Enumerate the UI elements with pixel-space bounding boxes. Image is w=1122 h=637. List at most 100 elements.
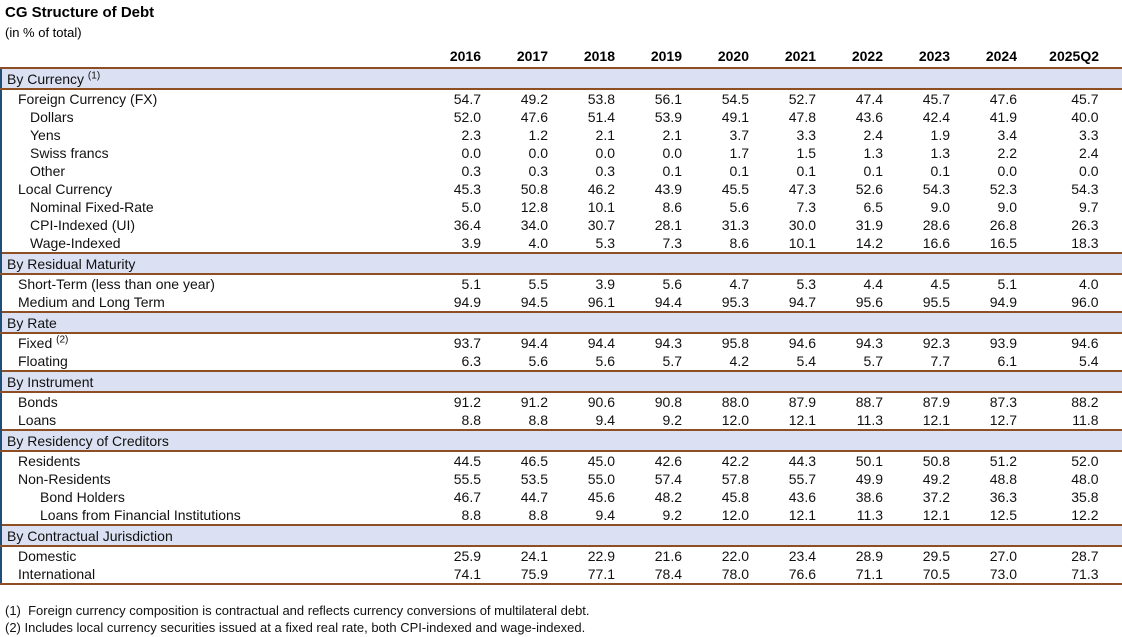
value-cell: 42.6 [654,453,682,469]
value-cell: 26.8 [989,217,1017,233]
value-cell: 26.3 [1022,216,1122,234]
value-cell: 14.2 [855,235,883,251]
value-cell: 24.1 [520,548,548,564]
row-label-text: Yens [30,127,61,143]
corner-cell [1,42,419,68]
page-title: CG Structure of Debt [5,4,155,21]
table-row: Fixed (2) 93.7 94.4 94.4 94.3 95.8 94.6 94.3 92.… [0,333,1122,352]
value-cell: 92.3 [922,335,950,351]
value-cell: 12.0 [721,412,749,428]
value-cell: 28.1 [654,217,682,233]
row-label: Bonds [0,392,419,411]
section-header-cell: By Contractual Jurisdiction [0,524,1122,547]
year-column-header: 2024 [985,48,1017,64]
table-row: Residents 44.5 46.5 45.0 42.6 42.2 44.3 50.1 50.… [0,451,1122,470]
value-cell: 6.1 [997,353,1017,369]
value-cell: 3.3 [1022,126,1122,144]
value-cell: 78.4 [620,565,687,585]
value-cell: 54.7 [453,91,481,107]
row-label-text: Residents [18,453,81,469]
value-cell: 73.0 [955,565,1022,585]
value-cell: 6.3 [461,353,481,369]
value-cell: 22.9 [587,548,615,564]
value-cell: 87.3 [989,394,1017,410]
section-header-row: By Currency (1) [0,67,1122,90]
section-header-row: By Contractual Jurisdiction [0,524,1122,547]
value-cell: 37.2 [922,489,950,505]
row-label-text: Local Currency [18,181,113,197]
value-cell: 1.3 [930,145,950,161]
value-cell: 47.6 [989,91,1017,107]
value-cell: 52.7 [788,91,816,107]
value-cell: 5.6 [528,353,548,369]
value-cell: 5.3 [796,276,816,292]
value-cell: 91.2 [453,394,481,410]
value-cell: 0.0 [997,163,1017,179]
table-row: Loans 8.8 8.8 9.4 9.2 12.0 12.1 11.3 12.1 12.7 11.… [0,411,1122,430]
row-label-text: Loans from Financial Institutions [40,507,241,523]
row-label: Residents [0,451,419,470]
value-cell: 46.2 [587,181,615,197]
section-header-label: By Rate [7,314,57,331]
section-header-row: By Rate [0,311,1122,334]
value-cell: 49.1 [721,109,749,125]
value-cell: 2.3 [461,127,481,143]
table-row: Floating 6.3 5.6 5.6 5.7 4.2 5.4 5.7 7.7 6.1 5.4 [0,352,1122,371]
value-cell: 8.6 [729,235,749,251]
value-cell: 0.1 [863,163,883,179]
value-cell: 0.0 [1022,162,1122,180]
value-cell: 2.4 [863,127,883,143]
value-cell: 95.8 [721,335,749,351]
value-cell: 5.4 [796,353,816,369]
value-cell: 44.5 [453,453,481,469]
value-cell: 5.1 [997,276,1017,292]
value-cell: 12.1 [788,507,816,523]
row-label: CPI-Indexed (UI) [0,216,419,234]
value-cell: 9.7 [1022,198,1122,216]
table-row: Wage-Indexed 3.9 4.0 5.3 7.3 8.6 10.1 14.2 16.6 1… [0,234,1122,253]
value-cell: 93.7 [453,335,481,351]
value-cell: 94.6 [788,335,816,351]
row-label: Foreign Currency (FX) [0,89,419,108]
value-cell: 6.5 [863,199,883,215]
table-row: Domestic 25.9 24.1 22.9 21.6 22.0 23.4 28.9 29.5… [0,546,1122,565]
value-cell: 5.5 [528,276,548,292]
year-column-header: 2025Q2 [1049,48,1099,64]
value-cell: 12.2 [1022,506,1122,525]
section-header-cell: By Residual Maturity [0,252,1122,275]
value-cell: 41.9 [989,109,1017,125]
section-header-label: By Contractual Jurisdiction [7,527,173,544]
value-cell: 94.3 [654,335,682,351]
row-label: Local Currency [0,180,419,198]
value-cell: 23.4 [788,548,816,564]
row-label: Loans [0,411,419,430]
value-cell: 12.1 [922,412,950,428]
row-label: Nominal Fixed-Rate [0,198,419,216]
value-cell: 44.7 [520,489,548,505]
row-label-text: Loans [18,412,57,428]
row-label-text: Dollars [30,109,74,125]
value-cell: 42.2 [721,453,749,469]
row-label-text: Foreign Currency (FX) [18,91,158,107]
value-cell: 12.5 [989,507,1017,523]
value-cell: 48.8 [989,471,1017,487]
value-cell: 0.0 [528,145,548,161]
value-cell: 77.1 [553,565,620,585]
value-cell: 4.4 [863,276,883,292]
value-cell: 22.0 [721,548,749,564]
value-cell: 49.2 [922,471,950,487]
section-header-row: By Instrument [0,370,1122,393]
value-cell: 5.0 [461,199,481,215]
value-cell: 3.3 [796,127,816,143]
value-cell: 95.3 [721,294,749,310]
value-cell: 88.0 [721,394,749,410]
value-cell: 53.9 [654,109,682,125]
value-cell: 5.6 [729,199,749,215]
value-cell: 96.0 [1022,293,1122,312]
value-cell: 8.8 [528,412,548,428]
value-cell: 52.3 [989,181,1017,197]
value-cell: 3.4 [997,127,1017,143]
value-cell: 5.6 [595,353,615,369]
year-column-header: 2022 [851,48,883,64]
value-cell: 4.2 [729,353,749,369]
